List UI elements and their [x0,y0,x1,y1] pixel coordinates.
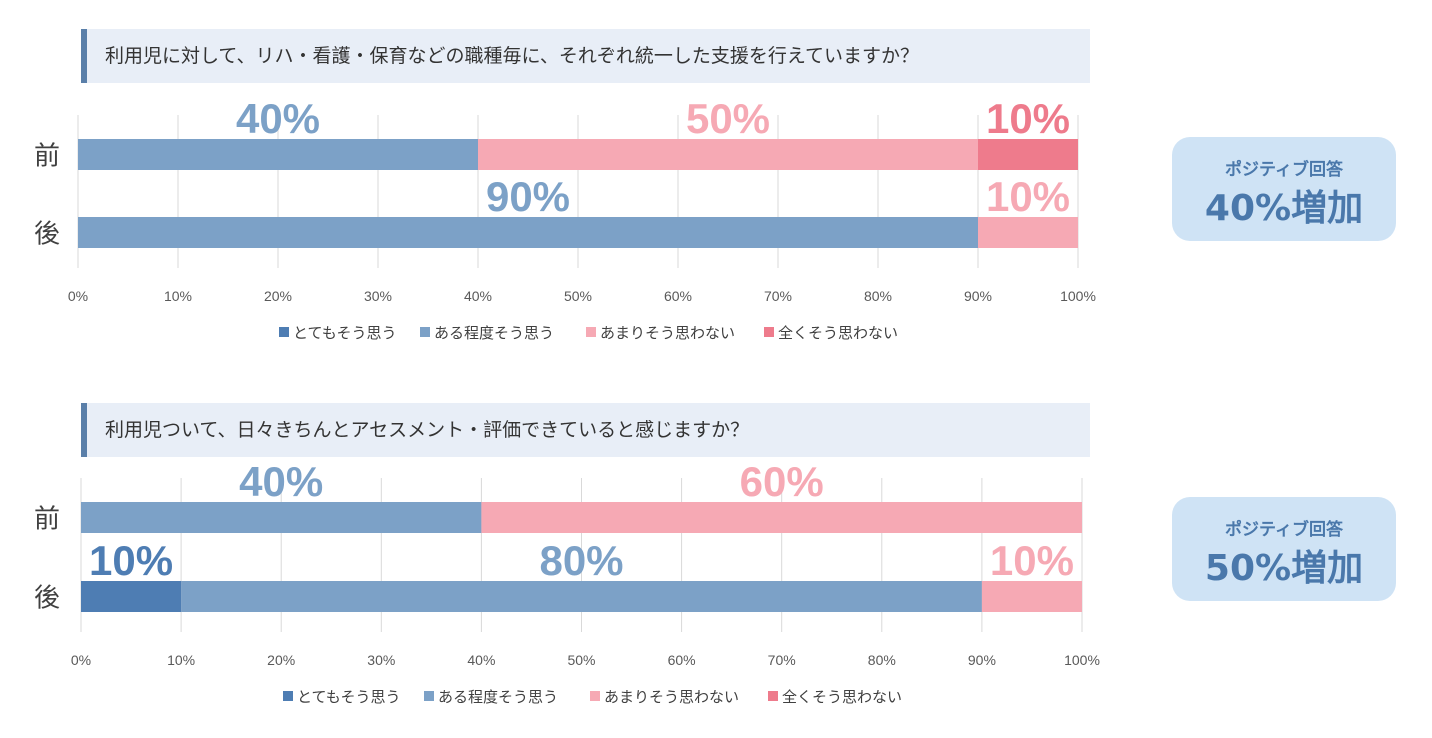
legend-swatch-somewhat-agree [424,691,434,701]
legend-swatch-strongly-disagree [768,691,778,701]
category-label: 後 [34,584,60,614]
x-tick-label: 90% [964,288,992,304]
data-label-somewhat-agree: 40% [239,458,323,505]
data-label-somewhat-disagree: 50% [686,95,770,142]
x-tick-label: 0% [71,652,91,668]
data-label-somewhat-disagree: 10% [990,537,1074,584]
chart-1-title: 利用児に対して、リハ・看護・保育などの職種毎に、それぞれ統一した支援を行えていま… [105,45,919,67]
legend-label-strongly-agree: とてもそう思う [297,688,401,706]
x-tick-label: 70% [768,652,796,668]
x-tick-label: 0% [68,288,88,304]
bar-somewhat-agree [78,217,978,248]
x-tick-label: 70% [764,288,792,304]
chart-2-badge-line2: 50%増加 [1204,548,1364,589]
category-label: 後 [34,220,60,250]
bar-somewhat-disagree [478,139,978,170]
legend-swatch-strongly-disagree [764,327,774,337]
bar-strongly-agree [81,581,182,612]
data-label-somewhat-agree: 80% [539,537,623,584]
x-tick-label: 10% [164,288,192,304]
legend-swatch-somewhat-agree [420,327,430,337]
x-tick-label: 50% [567,652,595,668]
x-tick-label: 20% [267,652,295,668]
chart-2-title: 利用児ついて、日々きちんとアセスメント・評価できていると感じますか？ [105,419,750,441]
bar-somewhat-disagree [981,581,1082,612]
legend-label-somewhat-disagree: あまりそう思わない [604,688,739,706]
x-tick-label: 40% [464,288,492,304]
x-tick-label: 80% [868,652,896,668]
bar-somewhat-disagree [481,502,1082,533]
legend-swatch-somewhat-disagree [590,691,600,701]
x-tick-label: 10% [167,652,195,668]
x-tick-label: 80% [864,288,892,304]
data-label-somewhat-disagree: 60% [740,458,824,505]
bar-somewhat-disagree [978,217,1078,248]
chart-1-badge-line1: ポジティブ回答 [1225,160,1343,180]
legend-swatch-somewhat-disagree [586,327,596,337]
legend-label-strongly-disagree: 全くそう思わない [782,688,902,706]
x-tick-label: 30% [367,652,395,668]
data-label-somewhat-agree: 90% [486,173,570,220]
x-tick-label: 90% [968,652,996,668]
x-tick-label: 20% [264,288,292,304]
chart-1-title-bar: 利用児に対して、リハ・看護・保育などの職種毎に、それぞれ統一した支援を行えていま… [81,29,1090,83]
data-label-somewhat-disagree: 10% [986,173,1070,220]
legend-swatch-strongly-agree [279,327,289,337]
chart-1-badge-line2: 40%増加 [1204,188,1364,229]
category-label: 前 [34,505,60,535]
bar-somewhat-agree [78,139,478,170]
data-label-somewhat-agree: 40% [236,95,320,142]
legend-label-somewhat-agree: ある程度そう思う [438,688,558,706]
chart-2-title-bar: 利用児ついて、日々きちんとアセスメント・評価できていると感じますか？ [81,403,1090,457]
legend-swatch-strongly-agree [283,691,293,701]
bar-strongly-disagree [978,139,1078,170]
data-label-strongly-agree: 10% [89,537,173,584]
x-tick-label: 50% [564,288,592,304]
x-tick-label: 100% [1060,288,1096,304]
legend-label-somewhat-agree: ある程度そう思う [434,324,554,342]
chart-2-plot: 0% 10% 20% 30% 40% 50% 60% 70% 80% 90% 100% 前 40% 60%… [34,458,1100,706]
x-tick-label: 30% [364,288,392,304]
x-tick-label: 60% [664,288,692,304]
legend-label-somewhat-disagree: あまりそう思わない [600,324,735,342]
category-label: 前 [34,142,60,172]
chart-2-badge-line1: ポジティブ回答 [1225,520,1343,540]
legend-label-strongly-disagree: 全くそう思わない [778,324,898,342]
chart-2-badge: ポジティブ回答 50%増加 [1172,497,1396,601]
bar-somewhat-agree [181,581,982,612]
x-tick-label: 40% [467,652,495,668]
data-label-strongly-disagree: 10% [986,95,1070,142]
x-tick-label: 60% [668,652,696,668]
chart-1-plot: 0% 10% 20% 30% 40% 50% 60% 70% 80% 90% 100% 前 40% 50%… [34,95,1096,342]
legend-label-strongly-agree: とてもそう思う [293,324,397,342]
chart-1-badge: ポジティブ回答 40%増加 [1172,137,1396,241]
x-tick-label: 100% [1064,652,1100,668]
bar-somewhat-agree [81,502,482,533]
